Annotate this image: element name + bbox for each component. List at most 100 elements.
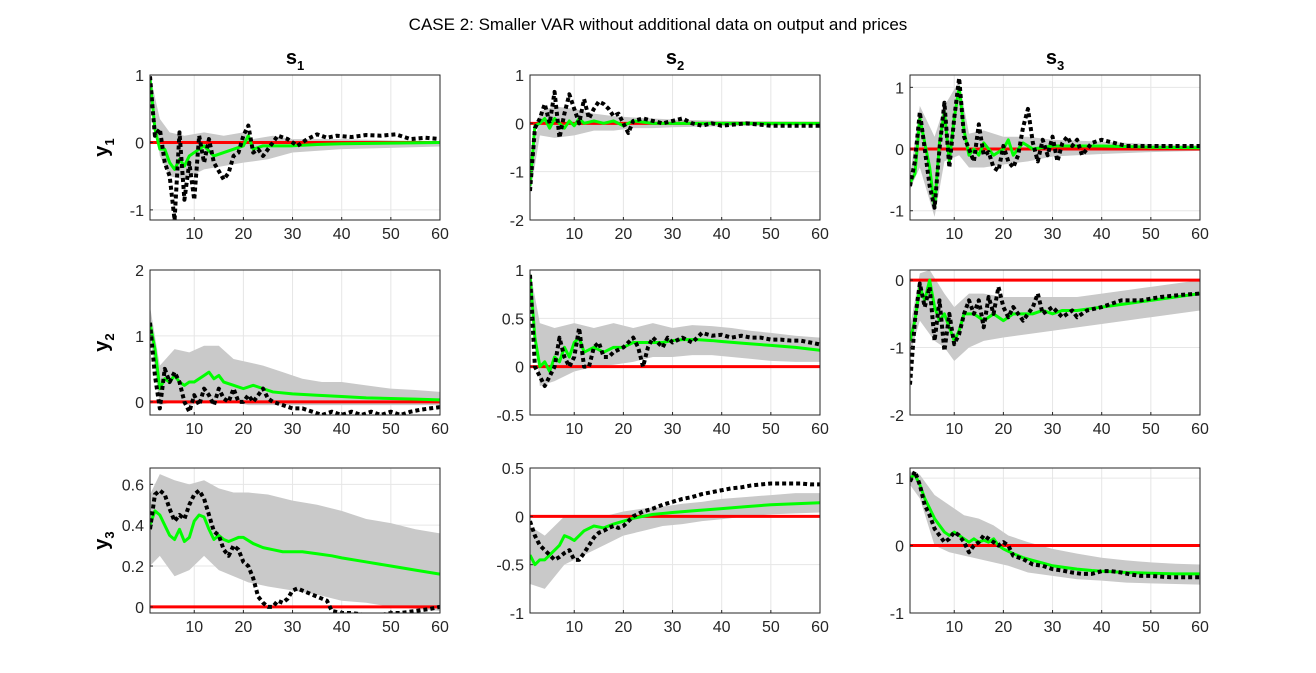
y-tick-label: 0: [895, 273, 904, 290]
x-tick-label: 50: [382, 421, 400, 438]
true-response-line: [530, 274, 820, 388]
x-tick-label: 50: [1142, 619, 1160, 636]
x-tick-label: 20: [234, 421, 252, 438]
true-response-line: [910, 469, 1200, 580]
x-tick-label: 60: [1191, 226, 1209, 243]
x-tick-label: 10: [945, 226, 963, 243]
median-line: [910, 473, 1200, 576]
confidence-band: [150, 474, 440, 611]
panel-y1-s1: 10 20 30 40 50 60 -1 0 1: [130, 68, 449, 243]
x-tick-label: 20: [614, 619, 632, 636]
x-tick-label: 50: [1142, 226, 1160, 243]
panel-y1-s2: 10 20 30 40 50 60 -2 -1 0 1: [510, 68, 829, 243]
median-line: [530, 274, 820, 373]
x-tick-label: 50: [762, 619, 780, 636]
y-tick-label: 0: [895, 539, 904, 556]
figure-title: CASE 2: Smaller VAR without additional d…: [409, 15, 908, 34]
axes-box: [149, 269, 441, 416]
axes-box: [529, 467, 821, 614]
y-tick-label: -0.5: [496, 558, 524, 575]
x-tick-label: 20: [614, 421, 632, 438]
column-title-s3: s3: [1046, 47, 1064, 73]
y-tick-label: -1: [890, 606, 904, 623]
x-tick-label: 30: [284, 619, 302, 636]
column-titles: s1 s2 s3: [286, 47, 1064, 73]
x-tick-label: 10: [945, 619, 963, 636]
y-tick-label: 1: [895, 471, 904, 488]
x-tick-label: 20: [234, 619, 252, 636]
x-tick-label: 10: [565, 421, 583, 438]
panel-y3-s2: 10 20 30 40 50 60 -1 -0.5 0 0.5: [496, 461, 829, 636]
panel-y3-s3: 10 20 30 40 50 60 -1 0 1: [890, 467, 1209, 636]
x-tick-label: 60: [431, 619, 449, 636]
true-response-line: [910, 281, 1200, 385]
x-tick-label: 60: [1191, 421, 1209, 438]
x-tick-label: 60: [811, 421, 829, 438]
y-tick-label: 1: [515, 263, 524, 280]
axes-box: [149, 467, 441, 614]
y-tick-label: -1: [510, 606, 524, 623]
x-tick-label: 10: [185, 226, 203, 243]
y-tick-label: 0: [135, 600, 144, 617]
x-tick-label: 10: [185, 421, 203, 438]
confidence-band: [530, 106, 820, 196]
median-line: [150, 322, 440, 402]
y-tick-label: -2: [890, 408, 904, 425]
confidence-band: [530, 270, 820, 386]
y-tick-label: 1: [895, 80, 904, 97]
axes-box: [909, 467, 1201, 614]
y-tick-label: 1: [515, 68, 524, 85]
x-tick-label: 30: [284, 421, 302, 438]
x-tick-label: 40: [333, 421, 351, 438]
y-tick-label: 0.5: [502, 311, 524, 328]
y-tick-label: 0.2: [122, 559, 144, 576]
true-response-line: [910, 76, 1200, 210]
x-tick-label: 10: [185, 619, 203, 636]
panel-y1-s3: 10 20 30 40 50 60 -1 0 1: [890, 74, 1209, 243]
x-tick-label: 20: [994, 226, 1012, 243]
x-tick-label: 50: [382, 619, 400, 636]
y-tick-label: -1: [890, 204, 904, 221]
x-tick-label: 40: [1093, 619, 1111, 636]
row-label-y3: y3: [91, 531, 117, 549]
y-tick-label: 0: [515, 509, 524, 526]
axes-box: [529, 74, 821, 221]
x-tick-label: 50: [1142, 421, 1160, 438]
x-tick-label: 30: [1044, 226, 1062, 243]
column-title-s1: s1: [286, 47, 304, 73]
y-tick-label: -1: [890, 341, 904, 358]
y-tick-label: -1: [510, 165, 524, 182]
x-tick-label: 30: [664, 421, 682, 438]
true-response-line: [150, 322, 440, 415]
x-tick-label: 30: [284, 226, 302, 243]
y-tick-label: 0: [895, 142, 904, 159]
row-label-y2: y2: [91, 333, 117, 351]
x-tick-label: 50: [762, 421, 780, 438]
axes-box: [149, 74, 441, 221]
column-title-s2: s2: [666, 47, 684, 73]
x-tick-label: 40: [1093, 226, 1111, 243]
axes-box: [909, 269, 1201, 416]
x-tick-label: 60: [431, 226, 449, 243]
confidence-band: [150, 306, 440, 406]
x-tick-label: 40: [713, 226, 731, 243]
x-tick-label: 50: [382, 226, 400, 243]
x-tick-label: 20: [234, 226, 252, 243]
confidence-band: [910, 270, 1200, 362]
median-line: [530, 501, 820, 567]
x-tick-label: 40: [333, 619, 351, 636]
x-tick-label: 20: [994, 619, 1012, 636]
x-tick-label: 40: [713, 619, 731, 636]
y-tick-label: 1: [135, 329, 144, 346]
x-tick-label: 10: [565, 226, 583, 243]
x-tick-label: 40: [1093, 421, 1111, 438]
x-tick-label: 40: [713, 421, 731, 438]
median-line: [150, 78, 440, 171]
confidence-band: [910, 471, 1200, 585]
median-line: [150, 509, 440, 576]
y-tick-label: 0.4: [122, 518, 144, 535]
x-tick-label: 30: [1044, 619, 1062, 636]
x-tick-label: 60: [811, 226, 829, 243]
y-tick-label: 2: [135, 263, 144, 280]
